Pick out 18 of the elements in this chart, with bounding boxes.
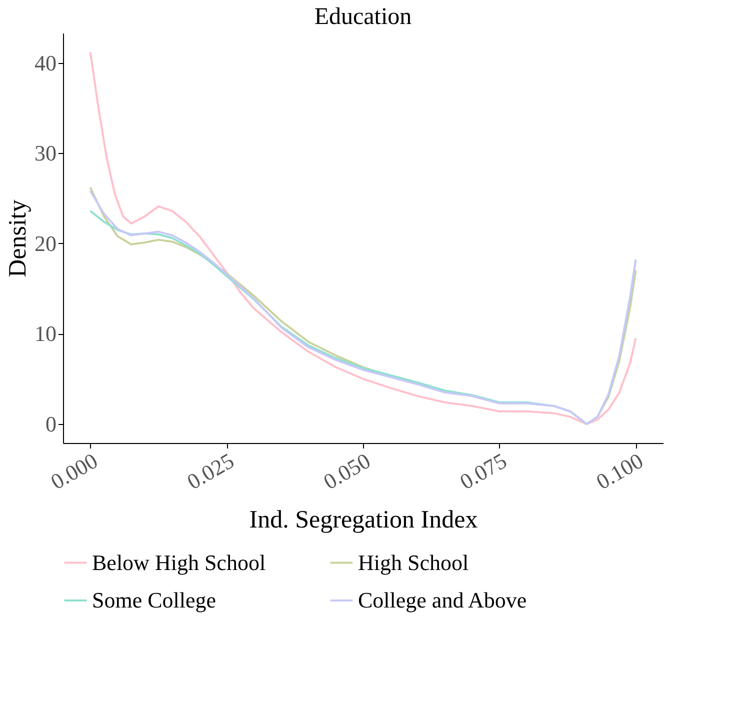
x-tick-label: 0.025 bbox=[182, 448, 238, 494]
x-tick-label: 0.100 bbox=[592, 448, 648, 494]
y-tick-label: 30 bbox=[34, 140, 56, 166]
y-tick-label: 10 bbox=[34, 321, 56, 346]
legend-label: High School bbox=[358, 550, 469, 575]
y-tick-label: 20 bbox=[34, 230, 56, 256]
y-tick-label: 40 bbox=[34, 50, 56, 76]
x-tick-label: 0.075 bbox=[455, 448, 511, 494]
y-axis-title: Density bbox=[4, 199, 32, 278]
legend-label: Below High School bbox=[92, 550, 266, 575]
legend-label: Some College bbox=[92, 588, 216, 612]
y-tick-label: 0 bbox=[46, 412, 56, 437]
x-tick-label: 0.050 bbox=[319, 448, 374, 494]
x-tick-label: 0.000 bbox=[46, 448, 102, 494]
legend-label: College and Above bbox=[358, 588, 527, 612]
chart-title: Education bbox=[314, 4, 412, 30]
line-series bbox=[89, 50, 637, 426]
x-axis-title: Ind. Segregation Index bbox=[249, 506, 478, 534]
